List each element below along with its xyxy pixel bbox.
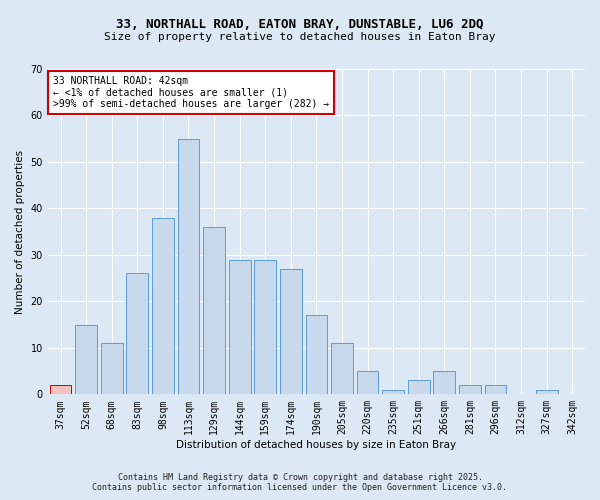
Bar — [178, 138, 199, 394]
Bar — [50, 385, 71, 394]
Bar — [331, 343, 353, 394]
Bar — [408, 380, 430, 394]
Bar — [459, 385, 481, 394]
Bar — [127, 274, 148, 394]
Text: Contains HM Land Registry data © Crown copyright and database right 2025.
Contai: Contains HM Land Registry data © Crown c… — [92, 473, 508, 492]
Bar — [254, 260, 276, 394]
Text: Size of property relative to detached houses in Eaton Bray: Size of property relative to detached ho… — [104, 32, 496, 42]
Bar — [305, 316, 327, 394]
Bar — [356, 371, 379, 394]
Bar — [280, 269, 302, 394]
Text: 33, NORTHALL ROAD, EATON BRAY, DUNSTABLE, LU6 2DQ: 33, NORTHALL ROAD, EATON BRAY, DUNSTABLE… — [116, 18, 484, 30]
Bar — [485, 385, 506, 394]
Bar — [433, 371, 455, 394]
Y-axis label: Number of detached properties: Number of detached properties — [15, 150, 25, 314]
Text: 33 NORTHALL ROAD: 42sqm
← <1% of detached houses are smaller (1)
>99% of semi-de: 33 NORTHALL ROAD: 42sqm ← <1% of detache… — [53, 76, 329, 109]
Bar — [382, 390, 404, 394]
X-axis label: Distribution of detached houses by size in Eaton Bray: Distribution of detached houses by size … — [176, 440, 457, 450]
Bar — [536, 390, 557, 394]
Bar — [75, 324, 97, 394]
Bar — [101, 343, 122, 394]
Bar — [203, 227, 225, 394]
Bar — [152, 218, 174, 394]
Bar — [229, 260, 251, 394]
